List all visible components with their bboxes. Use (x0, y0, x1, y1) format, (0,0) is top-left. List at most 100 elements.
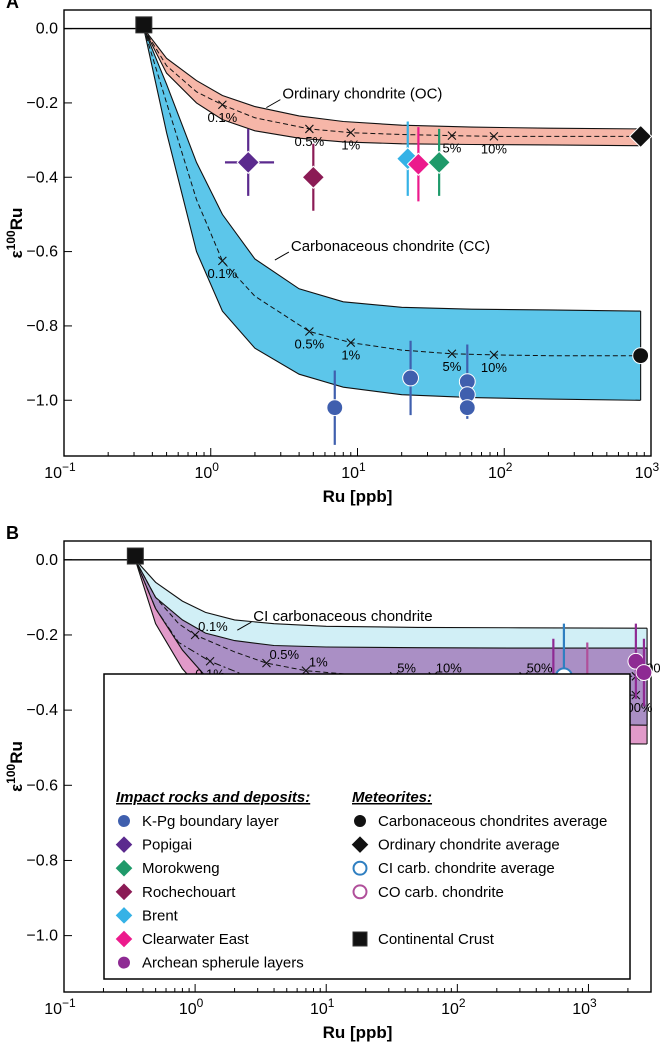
y-tick-label: −0.4 (26, 169, 58, 186)
band-upper-1 (143, 28, 641, 312)
mixing-line-0 (143, 28, 641, 137)
legend-left-marker (117, 814, 131, 828)
data-point (126, 547, 144, 565)
y-tick-label: −0.4 (26, 702, 58, 719)
x-tick-label: 101 (341, 460, 366, 482)
legend-left-marker (114, 905, 134, 926)
mixing-percent-label: 0.5% (295, 134, 325, 149)
mixing-percent-label: 5% (443, 141, 462, 156)
panel-letter: B (6, 523, 19, 543)
y-tick-label: 0.0 (36, 21, 58, 38)
x-tick-label: 101 (310, 996, 335, 1018)
x-axis-title: Ru [ppb] (323, 487, 393, 506)
mixing-marker (190, 630, 200, 640)
mixing-percent-label: 0.5% (269, 647, 299, 662)
mixing-line-1 (143, 28, 641, 357)
y-axis-title: ε100Ru (4, 741, 26, 792)
legend: Impact rocks and deposits: Meteorites: K-P… (103, 673, 631, 980)
legend-left-marker (117, 955, 131, 970)
y-tick-label: −0.8 (26, 852, 58, 869)
x-tick-label: 10−1 (44, 460, 76, 482)
legend-left-label: Brent (142, 907, 179, 924)
legend-right-marker (353, 814, 367, 828)
band-lower-0 (143, 28, 641, 147)
mixing-marker (217, 256, 227, 266)
band-label-arrow (266, 99, 281, 109)
legend-right-label: Ordinary chondrite average (378, 837, 560, 854)
legend-left-label: Rochechouart (142, 884, 236, 901)
mixing-percent-label: 0.5% (295, 336, 325, 351)
mixing-marker (447, 349, 457, 359)
mixing-percent-label: 1% (341, 348, 360, 363)
plot-frame (63, 540, 652, 993)
data-point (135, 16, 153, 34)
y-tick-label: 0.0 (36, 552, 58, 569)
mixing-marker (262, 658, 271, 668)
x-tick-label: 102 (441, 996, 466, 1018)
x-tick-label: 100 (195, 460, 220, 482)
legend-left-label: K-Pg boundary layer (142, 813, 279, 830)
band-fill-0 (143, 28, 641, 146)
data-point (628, 124, 653, 149)
band-label-0: Ordinary chondrite (OC) (282, 86, 442, 103)
legend-right-label: Carbonaceous chondrites average (378, 813, 607, 830)
legend-left-marker (114, 882, 134, 902)
data-point (427, 150, 451, 175)
legend-right-label: Continental Crust (378, 931, 495, 948)
legend-right-label: CI carb. chondrite average (378, 860, 555, 877)
data-point (301, 165, 326, 189)
legend-right-header: Meteorites: (352, 789, 432, 806)
y-tick-label: −0.6 (26, 244, 58, 261)
legend-left-marker (114, 858, 134, 878)
mixing-percent-label: 5% (443, 359, 462, 374)
mixing-percent-label: 1% (341, 138, 360, 153)
data-point (402, 369, 420, 387)
data-point (632, 347, 650, 365)
mixing-marker (346, 128, 356, 138)
legend-left-label: Archean spherule layers (142, 955, 304, 972)
mixing-percent-label: 0.1% (198, 619, 228, 634)
band-label-arrow (274, 251, 290, 261)
legend-left-label: Clearwater East (142, 931, 250, 948)
band-upper-1 (134, 559, 648, 649)
panel-b: 0.1%0.5%1%5%10%50%200%0.1%0.5%1%5%10%50%… (4, 523, 660, 1042)
band-upper-0 (134, 559, 648, 629)
data-point (458, 399, 476, 417)
band-upper-0 (143, 28, 641, 130)
x-tick-label: 103 (572, 996, 597, 1018)
mixing-percent-label: 10% (481, 141, 507, 156)
legend-right-marker (352, 931, 368, 947)
legend-right-marker (352, 884, 368, 900)
data-point (326, 399, 344, 417)
y-tick-label: −0.8 (26, 318, 58, 335)
y-axis-title: ε100Ru (4, 208, 26, 259)
mixing-percent-label: 50% (527, 660, 553, 675)
legend-right-marker (352, 860, 368, 876)
legend-box (103, 673, 631, 980)
mixing-percent-label: 1% (309, 655, 328, 670)
data-point (236, 150, 260, 175)
legend-left-marker (114, 834, 134, 855)
x-tick-label: 10−1 (44, 996, 76, 1018)
legend-right-label: CO carb. chondrite (378, 884, 504, 901)
band-lower-1 (143, 28, 641, 401)
band-label-arrow (237, 621, 252, 631)
data-point (406, 152, 431, 176)
x-tick-label: 102 (488, 460, 513, 482)
y-tick-label: −0.2 (26, 95, 58, 112)
mixing-percent-label: 10% (436, 660, 462, 675)
panel-a: 0.1% 0.5% 1% 5% 10% 0.1% 0.5% 1% 5% 10% Ordinary c… (4, 0, 660, 506)
mixing-percent-label: 0.1% (208, 266, 238, 281)
y-tick-label: −1.0 (26, 928, 58, 945)
y-tick-label: −1.0 (26, 392, 58, 409)
legend-left-header: Impact rocks and deposits: (116, 789, 310, 806)
mixing-marker (304, 327, 314, 336)
band-label-0: CI carbonaceous chondrite (253, 608, 432, 625)
mixing-marker (447, 131, 457, 141)
mixing-marker (489, 131, 499, 141)
mixing-percent-label: 5% (397, 660, 416, 675)
mixing-marker (217, 100, 227, 110)
x-tick-label: 103 (635, 460, 660, 482)
plot-area (143, 28, 642, 401)
